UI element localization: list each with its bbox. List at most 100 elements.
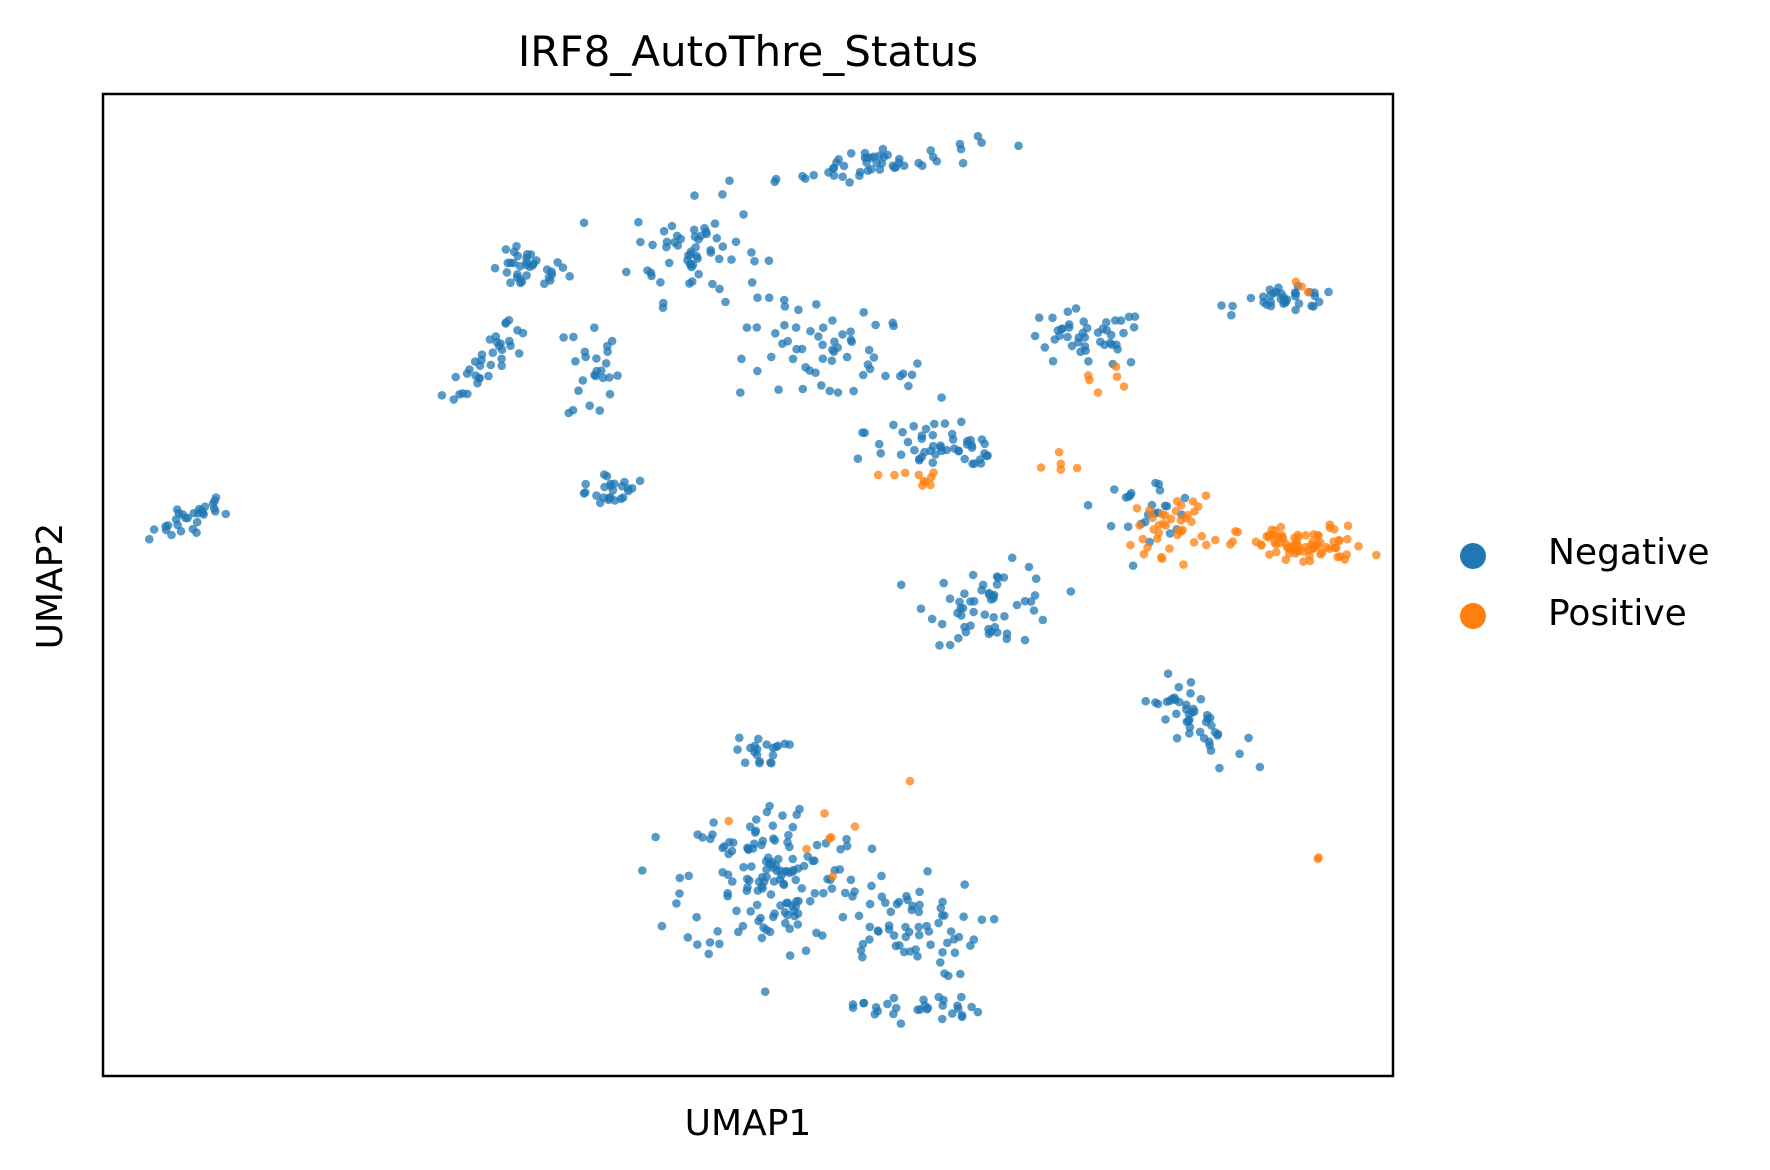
point-negative-5-11 (708, 279, 717, 289)
point-positive-2-5 (929, 468, 938, 477)
point-negative-7-27 (889, 321, 898, 331)
point-negative-7-5 (864, 345, 874, 355)
point-negative-3-2 (605, 389, 615, 399)
point-negative-8-17 (947, 429, 957, 439)
point-positive-3-5 (1119, 382, 1129, 391)
point-negative-7-55 (907, 370, 917, 380)
point-positive-5-7 (724, 816, 733, 826)
point-positive-3-3 (1093, 388, 1103, 397)
point-negative-3-21 (601, 359, 611, 368)
point-negative-13-35 (1235, 749, 1244, 759)
point-negative-2-33 (501, 245, 511, 254)
point-negative-5-10 (636, 237, 645, 247)
point-negative-9-24 (1129, 323, 1139, 332)
point-negative-15-38 (949, 935, 959, 944)
point-negative-2-23 (553, 258, 562, 267)
point-negative-11-44 (966, 597, 975, 606)
point-negative-16-18 (750, 747, 759, 757)
point-positive-0-54 (1330, 525, 1339, 534)
point-negative-14-52 (788, 822, 798, 832)
point-negative-9-44 (1126, 357, 1136, 367)
point-negative-14-56 (732, 906, 741, 916)
point-positive-6-2 (1036, 463, 1046, 472)
point-positive-4-0 (1291, 277, 1301, 287)
point-negative-13-27 (1185, 729, 1194, 738)
point-negative-15-31 (905, 947, 915, 956)
point-negative-16-16 (755, 758, 764, 768)
point-negative-14-0 (768, 821, 778, 830)
point-negative-5-29 (706, 248, 716, 257)
point-negative-14-8 (778, 811, 787, 820)
point-negative-15-56 (915, 887, 924, 897)
point-negative-13-28 (1161, 715, 1170, 724)
point-negative-14-140 (766, 890, 776, 899)
point-negative-5-39 (658, 303, 668, 313)
point-negative-1-29 (497, 361, 507, 371)
point-negative-11-12 (992, 580, 1002, 589)
point-negative-13-40 (1151, 698, 1160, 707)
point-negative-16-10 (740, 758, 750, 767)
point-negative-6-39 (956, 144, 966, 154)
point-negative-11-53 (968, 570, 978, 580)
point-negative-15-43 (940, 911, 949, 920)
point-negative-11-42 (980, 610, 990, 619)
point-positive-0-55 (1308, 537, 1317, 547)
point-negative-2-27 (515, 261, 525, 271)
point-negative-15-20 (873, 926, 883, 935)
point-negative-11-54 (988, 591, 998, 601)
point-negative-7-24 (778, 339, 787, 349)
point-negative-8-45 (909, 421, 918, 431)
point-positive-1-36 (1139, 549, 1149, 559)
point-negative-15-51 (850, 887, 859, 896)
point-negative-5-40 (712, 233, 722, 243)
point-negative-14-34 (728, 877, 737, 886)
point-negative-14-1 (793, 920, 803, 929)
point-negative-14-23 (675, 889, 684, 898)
point-negative-1-34 (488, 348, 498, 358)
point-negative-17-16 (957, 1011, 967, 1020)
point-negative-13-44 (1172, 709, 1181, 719)
point-negative-11-28 (1029, 606, 1039, 615)
point-negative-14-38 (756, 913, 765, 923)
point-negative-11-13 (945, 594, 955, 603)
point-positive-1-39 (1172, 497, 1182, 506)
point-negative-2-11 (502, 268, 512, 277)
point-negative-14-137 (867, 844, 877, 853)
point-negative-9-40 (1107, 340, 1117, 350)
point-negative-7-37 (818, 323, 828, 333)
point-negative-14-145 (704, 949, 713, 959)
point-negative-17-17 (848, 1000, 858, 1009)
point-negative-5-44 (718, 190, 727, 199)
point-negative-10-13 (1324, 287, 1333, 297)
point-positive-0-32 (1317, 548, 1327, 558)
point-negative-8-19 (874, 439, 884, 449)
point-negative-13-31 (1172, 733, 1182, 743)
point-negative-14-124 (748, 844, 758, 853)
point-negative-0-5 (145, 534, 154, 544)
point-negative-14-146 (785, 951, 795, 960)
point-negative-15-36 (960, 880, 969, 889)
point-negative-9-1 (1040, 343, 1050, 352)
point-negative-17-24 (896, 1019, 906, 1028)
point-negative-8-44 (931, 450, 940, 459)
point-negative-10-27 (1258, 292, 1268, 302)
point-negative-13-24 (1141, 696, 1150, 706)
point-negative-7-52 (871, 320, 880, 330)
point-negative-14-115 (842, 834, 851, 844)
point-negative-10-10 (1314, 297, 1324, 307)
point-negative-13-36 (1205, 740, 1214, 750)
point-positive-1-32 (1158, 510, 1167, 519)
legend-label-positive: Positive (1548, 593, 1687, 634)
point-negative-14-84 (760, 987, 770, 996)
point-negative-9-32 (1102, 318, 1111, 327)
legend-marker-positive (1460, 603, 1486, 629)
point-negative-17-14 (973, 1007, 983, 1017)
point-negative-1-6 (449, 395, 459, 404)
point-negative-15-24 (914, 907, 924, 917)
point-negative-0-24 (149, 525, 159, 534)
point-negative-14-78 (728, 838, 738, 847)
point-negative-12-24 (1126, 488, 1136, 498)
point-negative-15-29 (923, 867, 932, 876)
point-negative-1-20 (484, 371, 493, 381)
point-negative-7-22 (797, 344, 807, 354)
